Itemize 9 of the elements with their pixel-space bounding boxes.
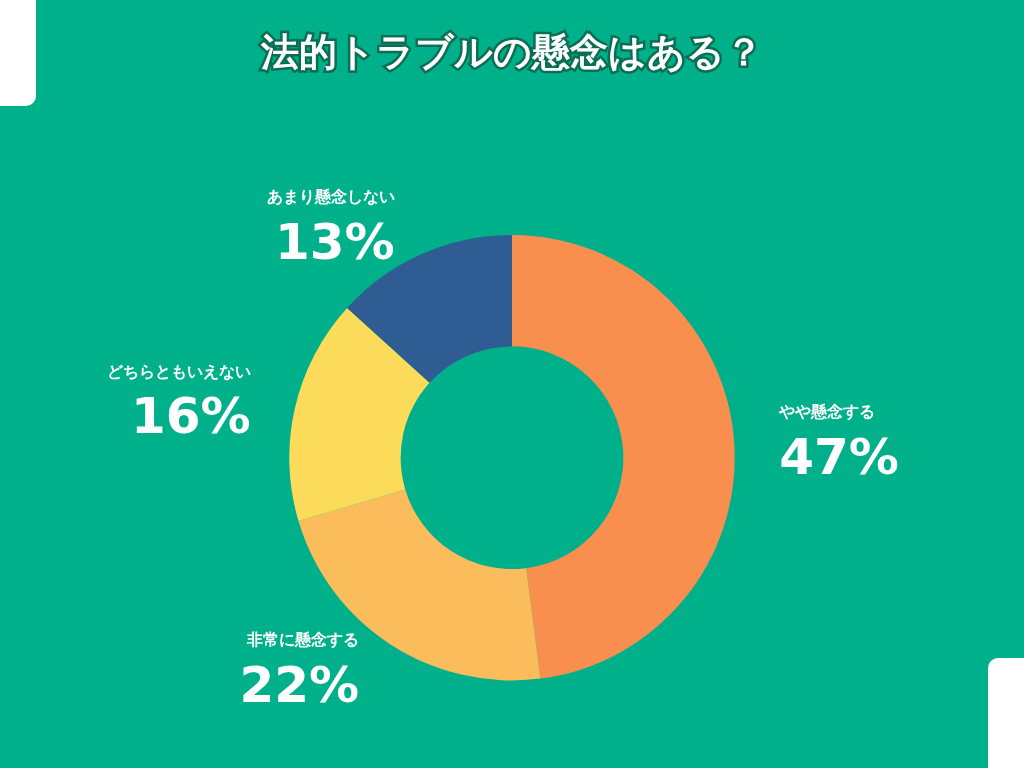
data-label: 13% — [275, 212, 395, 271]
slice-label: どちらともいえない — [106, 361, 251, 381]
slice-label: やや懸念する — [778, 402, 876, 422]
data-label: 47% — [779, 427, 899, 486]
slice-label: 非常に懸念する — [246, 630, 360, 650]
data-label: 22% — [239, 655, 360, 714]
chart-title: 法的トラブルの懸念はある？ — [260, 30, 763, 74]
slice-label: あまり懸念しない — [266, 187, 395, 207]
data-label: 16% — [130, 387, 251, 446]
